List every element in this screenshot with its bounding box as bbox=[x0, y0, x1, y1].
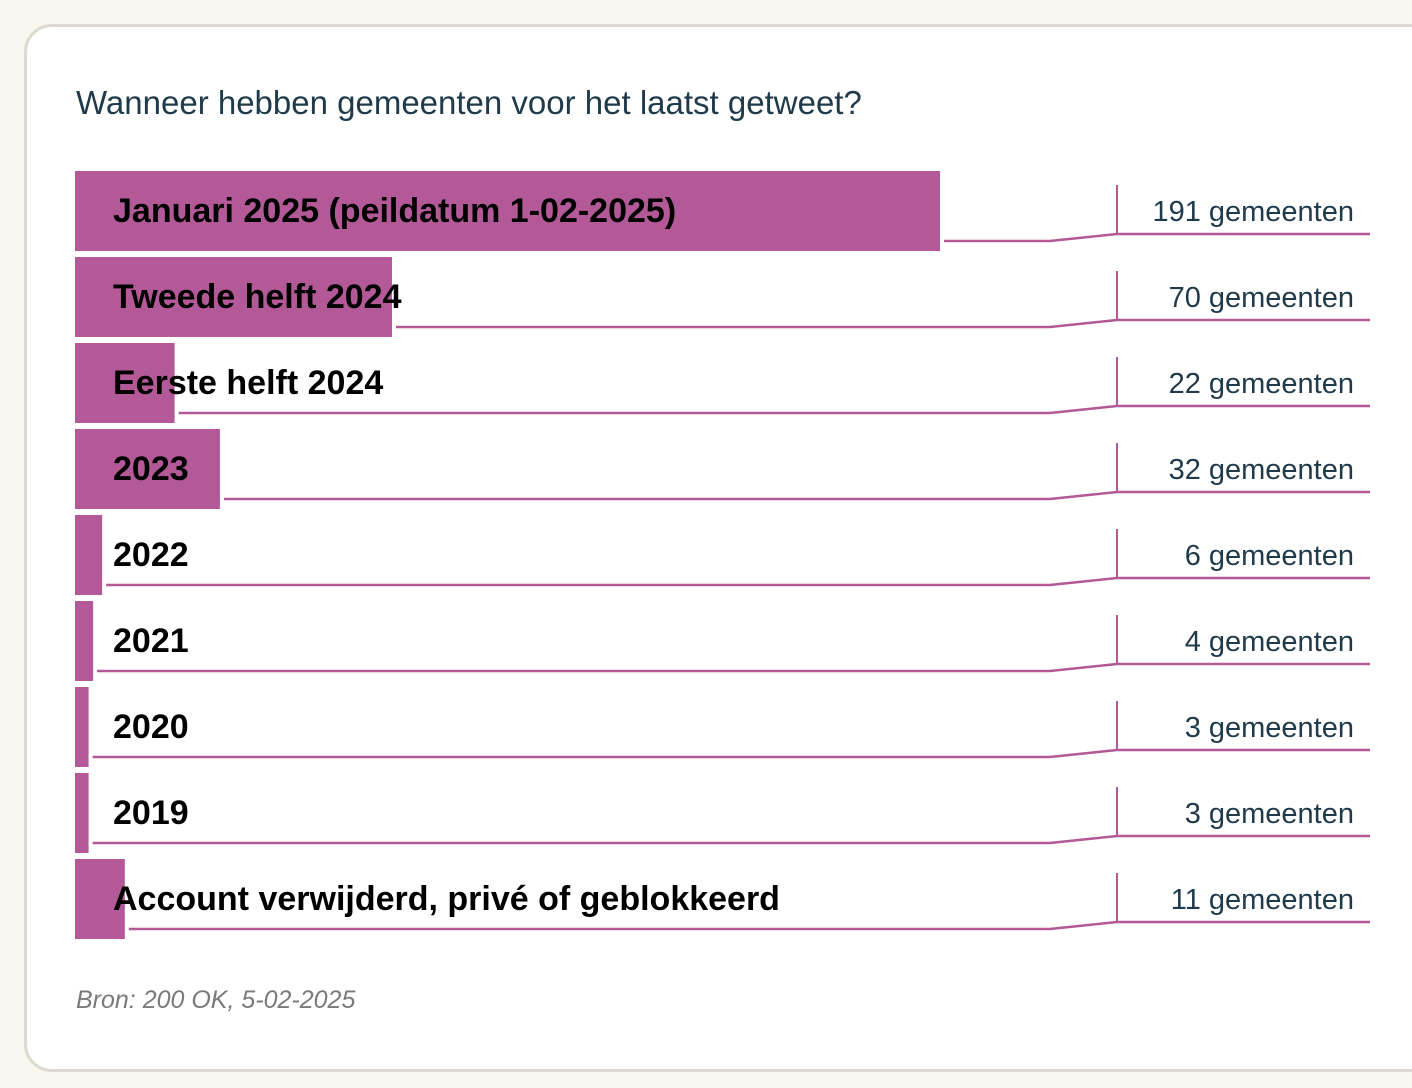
source-note: Bron: 200 OK, 5-02-2025 bbox=[76, 986, 356, 1014]
value-label: 3 gemeenten bbox=[1185, 712, 1354, 744]
chart-title: Wanneer hebben gemeenten voor het laatst… bbox=[76, 84, 862, 121]
bar bbox=[75, 429, 220, 509]
leader-line bbox=[97, 662, 1370, 673]
bar bbox=[75, 859, 125, 939]
value-label: 11 gemeenten bbox=[1171, 884, 1354, 916]
leader-line bbox=[92, 834, 1370, 845]
category-label: 2019 bbox=[113, 794, 189, 832]
leader-line bbox=[223, 490, 1370, 501]
category-label: Januari 2025 (peildatum 1-02-2025) bbox=[113, 192, 676, 230]
bar bbox=[75, 601, 94, 681]
category-label: 2023 bbox=[113, 450, 189, 488]
leader-line bbox=[178, 404, 1370, 415]
value-label: 191 gemeenten bbox=[1152, 196, 1354, 228]
bar bbox=[75, 515, 103, 595]
value-label: 6 gemeenten bbox=[1185, 540, 1354, 572]
category-label: Tweede helft 2024 bbox=[113, 278, 402, 316]
value-label: 22 gemeenten bbox=[1169, 368, 1354, 400]
value-label: 32 gemeenten bbox=[1169, 454, 1354, 486]
leader-line bbox=[128, 920, 1370, 931]
category-label: 2020 bbox=[113, 708, 189, 746]
category-label: Eerste helft 2024 bbox=[113, 364, 383, 402]
bar bbox=[75, 687, 89, 767]
leader-line bbox=[944, 232, 1370, 243]
category-label: Account verwijderd, privé of geblokkeerd bbox=[113, 880, 780, 918]
leader-line bbox=[92, 748, 1370, 759]
bar bbox=[75, 343, 175, 423]
leader-line bbox=[396, 318, 1370, 329]
category-label: 2021 bbox=[113, 622, 189, 660]
leader-line bbox=[106, 576, 1370, 587]
bar bbox=[75, 773, 89, 853]
bar bbox=[75, 171, 940, 251]
category-label: 2022 bbox=[113, 536, 189, 574]
bar bbox=[75, 257, 393, 337]
value-label: 70 gemeenten bbox=[1169, 282, 1354, 314]
value-label: 3 gemeenten bbox=[1185, 798, 1354, 830]
value-label: 4 gemeenten bbox=[1185, 626, 1354, 658]
